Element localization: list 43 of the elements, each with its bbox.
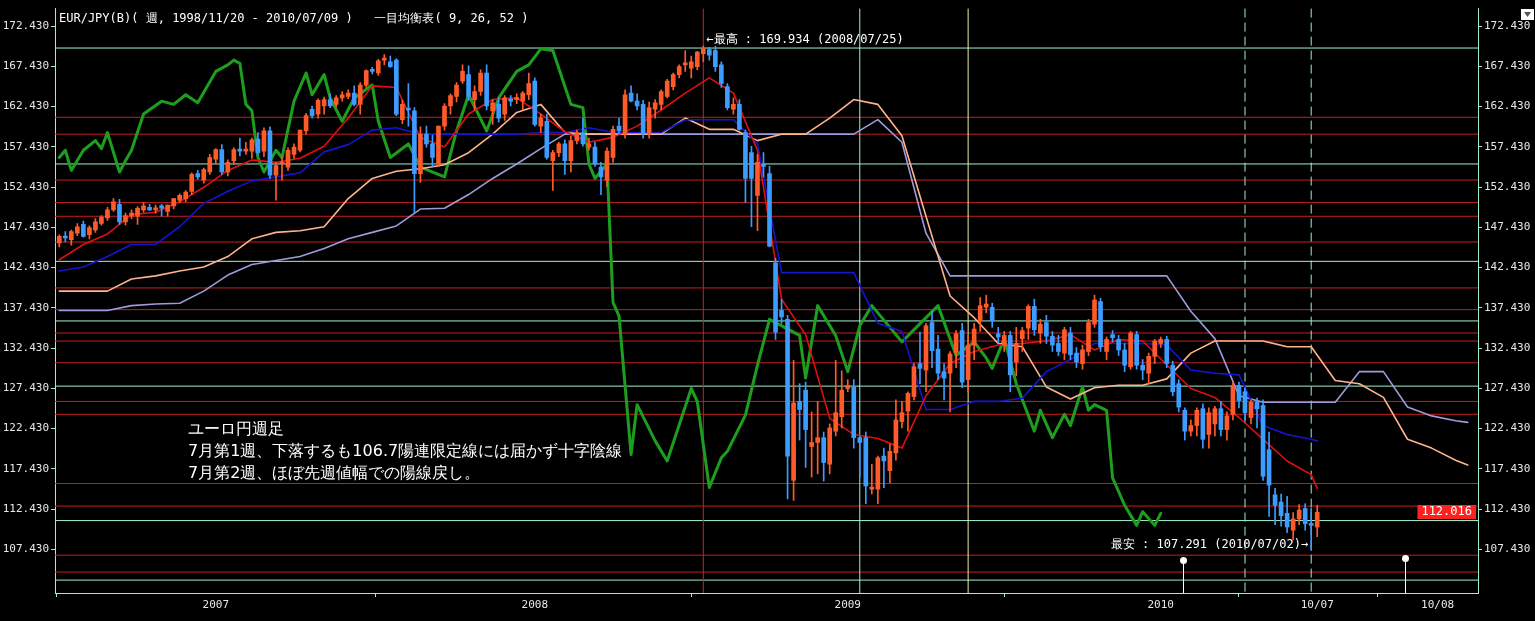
y-tick-label: 112.430 [2, 501, 49, 515]
x-tick-label: 2009 [834, 598, 861, 612]
annotation: 7月第2週、ほぼ先週値幅での陽線戻し。 [188, 463, 481, 483]
y2-tick-label: 147.430 [1484, 220, 1531, 234]
annotation: ユーロ円週足 [188, 419, 284, 439]
candlestick [995, 327, 1001, 344]
x-tick-label: 10/08 [1421, 598, 1455, 612]
y-tick-label: 152.430 [2, 179, 49, 193]
y-tick-label: 167.430 [2, 59, 49, 73]
y-tick-label: 132.430 [2, 340, 49, 354]
y-tick-label: 122.430 [2, 421, 49, 435]
y2-tick-label: 132.430 [1484, 340, 1531, 354]
annotation: 7月第1週、下落するも106.7陽連限定線には届かず十字陰線 [188, 441, 623, 461]
x-tick-label: 10/07 [1300, 598, 1334, 612]
y2-tick-label: 157.430 [1484, 139, 1531, 153]
y2-tick-label: 142.430 [1484, 260, 1531, 274]
y2-tick-label: 127.430 [1484, 381, 1531, 395]
annotation: 最安 : 107.291 (2010/07/02)→ [1110, 536, 1309, 551]
candlestick [917, 331, 923, 385]
x-tick-label: 2008 [521, 598, 549, 612]
y-tick-label: 157.430 [2, 139, 49, 153]
y2-tick-label: 167.430 [1484, 59, 1531, 73]
y-tick-label: 117.430 [2, 461, 49, 475]
annotation: 112.016 [1421, 504, 1472, 519]
y-tick-label: 142.430 [2, 260, 49, 274]
y2-tick-label: 117.430 [1484, 461, 1531, 475]
y-tick-label: 147.430 [2, 220, 49, 234]
y2-tick-label: 137.430 [1484, 300, 1531, 314]
y-tick-label: 172.430 [2, 18, 49, 32]
y2-tick-label: 112.430 [1484, 501, 1531, 515]
y2-tick-label: 122.430 [1484, 421, 1531, 435]
chart-title: EUR/JPY(B)( 週, 1998/11/20 - 2010/07/09 ) 一目均衡表( 9, 26, 52 ) [59, 10, 529, 25]
y-tick-label: 127.430 [2, 381, 49, 395]
y2-tick-label: 152.430 [1484, 179, 1531, 193]
y-tick-label: 137.430 [2, 300, 49, 314]
y2-tick-label: 172.430 [1484, 18, 1531, 32]
y-tick-label: 162.430 [2, 99, 49, 113]
y2-tick-label: 162.430 [1484, 99, 1531, 113]
x-tick-label: 2010 [1147, 598, 1174, 612]
y-tick-label: 107.430 [2, 542, 49, 556]
y2-tick-label: 107.430 [1484, 542, 1531, 556]
x-tick-label: 2007 [202, 598, 230, 612]
candlestick [983, 294, 989, 314]
